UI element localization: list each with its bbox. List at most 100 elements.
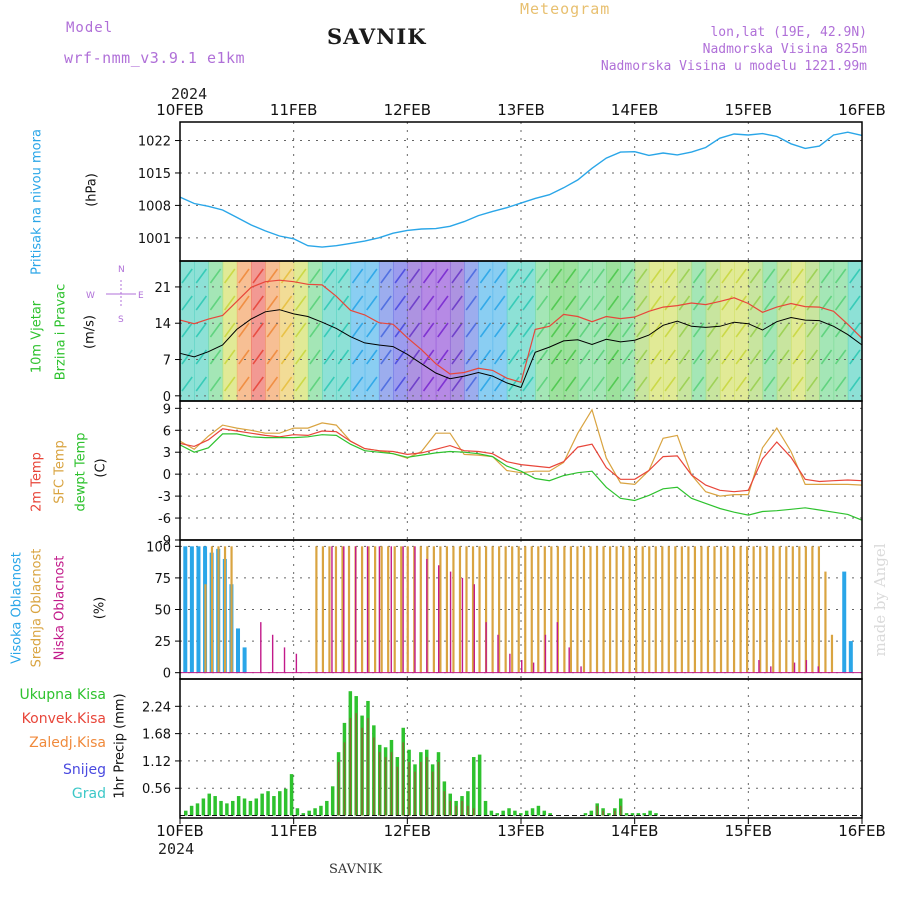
conv-precip-bar	[396, 766, 399, 816]
wind-barb	[778, 268, 790, 284]
wind-gust-line	[179, 279, 863, 384]
mid-cloud-bar	[765, 546, 768, 673]
wind-barb	[664, 349, 676, 365]
wind-barb	[508, 295, 520, 311]
total-precip-bar	[377, 744, 382, 816]
mid-cloud-bar	[687, 546, 690, 673]
wind-barb	[806, 268, 819, 284]
total-precip-bar	[278, 791, 282, 816]
wind-barb	[636, 349, 648, 365]
conv-precip-bar	[461, 800, 463, 816]
wind-band	[506, 261, 522, 401]
low-cloud-bar	[817, 666, 819, 673]
wind-barb	[692, 295, 705, 311]
low-cloud-bar	[438, 565, 440, 673]
wind-band	[790, 261, 806, 401]
wind-barb	[849, 295, 861, 311]
wind-barb	[607, 322, 620, 338]
wind-direction-key: W E N S	[86, 265, 144, 325]
wind-barb	[650, 322, 662, 338]
wind-barb	[792, 376, 804, 392]
mid-cloud-bar	[726, 546, 729, 673]
conv-precip-bar	[367, 718, 369, 816]
mid-cloud-bar	[465, 546, 468, 673]
legend-snow: Snijeg	[62, 762, 106, 778]
total-precip-bar	[231, 800, 235, 816]
wind-barb	[437, 295, 449, 311]
wind-barb	[763, 349, 776, 365]
temp2m-ylabel: 2m Temp	[29, 452, 45, 512]
wind-barb	[451, 322, 463, 338]
total-precip-bar	[201, 798, 206, 816]
high-cloud-bar	[196, 546, 201, 673]
wind-barb	[266, 268, 279, 284]
wind-barb	[493, 295, 506, 311]
wind-barb	[707, 295, 719, 311]
wind-band	[265, 261, 281, 401]
wind-barb	[408, 268, 421, 284]
high-cloud-ylabel: Visoka Oblacnost	[9, 552, 25, 664]
total-precip-bar	[624, 813, 629, 816]
low-cloud-bar	[378, 546, 381, 673]
total-precip-bar	[266, 791, 270, 816]
wind-barb	[564, 295, 577, 311]
wind-barb	[195, 322, 208, 338]
y-tick-label: 0	[163, 390, 171, 405]
total-precip-bar	[583, 813, 588, 816]
mid-cloud-bar	[811, 546, 814, 673]
conv-precip-bar	[349, 718, 352, 816]
total-precip-bar	[307, 810, 311, 816]
wind-barb	[351, 322, 364, 338]
wind-barb	[408, 349, 421, 365]
mid-cloud-bar	[537, 546, 540, 673]
wind-barb	[408, 376, 421, 392]
wind-barb	[692, 376, 705, 392]
wind-barb	[522, 349, 534, 365]
wind-barb	[366, 322, 378, 338]
high-cloud-bar	[848, 641, 853, 673]
wind-barb	[323, 349, 335, 365]
wind-band	[521, 261, 536, 401]
wind-barb	[223, 376, 236, 392]
total-precip-bar	[313, 808, 317, 816]
wind-barb	[593, 376, 605, 392]
wind-barb	[536, 376, 549, 392]
wind-band	[833, 261, 849, 401]
year-bottom: 2024	[158, 840, 195, 858]
wind-barb	[366, 349, 378, 365]
total-precip-bar	[319, 805, 323, 816]
wind-barb	[735, 349, 747, 365]
mid-cloud-bar	[759, 546, 762, 673]
conv-precip-bar	[414, 771, 416, 816]
wind-barb	[451, 349, 463, 365]
mid-cloud-bar	[615, 546, 618, 673]
mid-cloud-bar	[524, 546, 527, 673]
wind-barb	[550, 376, 563, 392]
wind-barb	[650, 268, 662, 284]
wind-band	[663, 261, 678, 401]
conv-precip-bar	[343, 742, 346, 816]
conv-precip-bar	[420, 761, 422, 816]
wind-barb	[579, 322, 591, 338]
wind-band	[762, 261, 778, 401]
wind-band	[691, 261, 707, 401]
wind-barb	[394, 349, 406, 365]
y-tick-label: 1.68	[142, 728, 171, 743]
total-precip-bar	[477, 754, 482, 816]
wind-barb	[337, 322, 350, 338]
wind-band	[464, 261, 479, 401]
mid-cloud-bar	[484, 546, 488, 673]
total-precip-bar	[654, 813, 658, 816]
conv-precip-bar	[431, 771, 434, 816]
low-cloud-bar	[521, 660, 523, 673]
total-precip-bar	[401, 727, 405, 816]
wind-barb	[621, 349, 634, 365]
wind-band	[748, 261, 764, 401]
wind-barb	[593, 268, 605, 284]
pressure-ylabel: Pritisak na nivou mora	[29, 129, 45, 275]
y-tick-label: 0.56	[142, 782, 171, 797]
mid-cloud-bar	[589, 546, 592, 673]
wind-barb	[465, 322, 478, 338]
low-cloud-bar	[426, 558, 428, 673]
